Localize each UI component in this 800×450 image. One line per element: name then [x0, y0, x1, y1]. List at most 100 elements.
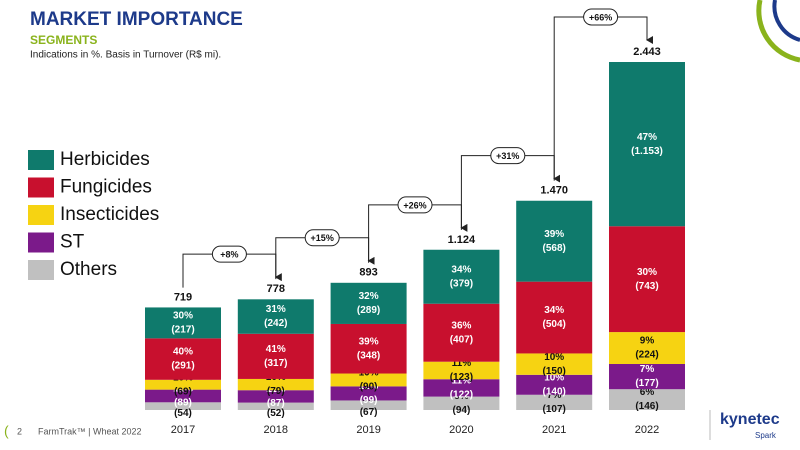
total-label: 778 — [267, 283, 285, 295]
bar-segment — [609, 363, 685, 390]
percent-label: 34% — [451, 264, 471, 275]
value-label: (743) — [635, 281, 658, 292]
percent-label: 39% — [359, 336, 379, 347]
bar-segment — [609, 389, 685, 410]
x-tick-label: 2019 — [356, 424, 380, 436]
footer-bracket: ( — [4, 423, 9, 439]
corner-decoration — [772, 0, 800, 42]
bar-segment — [516, 394, 593, 410]
bar-segment — [423, 361, 500, 380]
value-label: (99) — [360, 395, 378, 406]
value-label: (1.153) — [631, 146, 663, 157]
value-label: (140) — [543, 386, 566, 397]
total-label: 1.124 — [448, 234, 476, 246]
percent-label: 39% — [544, 229, 564, 240]
bar-segment — [423, 379, 500, 397]
page-number: 2 — [17, 426, 22, 436]
value-label: (89) — [174, 398, 192, 409]
bar-segment — [145, 338, 221, 380]
bar-segment — [516, 281, 593, 354]
growth-box — [583, 8, 619, 26]
growth-box — [304, 229, 340, 247]
value-label: (54) — [174, 408, 192, 419]
growth-label: +8% — [220, 250, 238, 260]
growth-box — [211, 245, 247, 263]
bar-segment — [237, 402, 314, 410]
value-label: (177) — [635, 378, 658, 389]
value-label: (122) — [450, 390, 473, 401]
bar-segment — [237, 333, 314, 379]
bar-segment — [423, 303, 500, 362]
total-label: 893 — [359, 267, 377, 279]
percent-label: 10% — [544, 352, 564, 363]
legend-swatch — [28, 232, 54, 253]
bar-segment — [609, 226, 685, 333]
chart-subtitle: SEGMENTS — [30, 33, 97, 47]
bar-segment — [145, 379, 221, 390]
percent-label: 11% — [359, 381, 379, 392]
legend-label: Herbicides — [60, 149, 150, 170]
legend-label: Insecticides — [60, 204, 159, 225]
total-label: 2.443 — [633, 46, 661, 58]
legend-label: Fungicides — [60, 177, 152, 198]
percent-label: 6% — [640, 387, 655, 398]
value-label: (79) — [267, 386, 285, 397]
legend-swatch — [28, 205, 54, 225]
percent-label: 40% — [173, 347, 193, 358]
bar-segment — [145, 402, 221, 410]
value-label: (224) — [635, 350, 658, 361]
value-label: (242) — [264, 318, 287, 329]
value-label: (146) — [635, 401, 658, 412]
percent-label: 41% — [266, 344, 286, 355]
value-label: (69) — [174, 386, 192, 397]
x-tick-label: 2018 — [264, 424, 288, 436]
legend-swatch — [28, 260, 54, 280]
growth-label: +31% — [496, 151, 519, 161]
growth-box — [397, 196, 433, 214]
bar-segment — [423, 396, 500, 410]
bar-segment — [609, 62, 685, 227]
bar-segment — [609, 332, 685, 364]
x-tick-label: 2021 — [542, 424, 566, 436]
value-label: (568) — [543, 243, 566, 254]
bar-segment — [423, 249, 500, 304]
chart-title: MARKET IMPORTANCE — [30, 9, 243, 30]
percent-label: 34% — [544, 305, 564, 316]
value-label: (317) — [264, 358, 287, 369]
value-label: (150) — [543, 366, 566, 377]
bar-segment — [516, 374, 593, 395]
percent-label: 11% — [452, 376, 472, 387]
growth-label: +15% — [311, 233, 334, 243]
value-label: (107) — [543, 404, 566, 415]
legend-label: Others — [60, 259, 117, 280]
value-label: (94) — [453, 405, 471, 416]
bar-segment — [145, 389, 221, 403]
bar-segment — [330, 323, 407, 374]
percent-label: 11% — [452, 358, 472, 369]
growth-box — [490, 147, 526, 165]
growth-label: +66% — [589, 12, 612, 22]
value-label: (289) — [357, 305, 380, 316]
percent-label: 7% — [547, 390, 562, 401]
total-label: 1.470 — [540, 185, 568, 197]
value-label: (504) — [543, 319, 566, 330]
bar-segment — [330, 386, 407, 401]
value-label: (52) — [267, 408, 285, 419]
value-label: (67) — [360, 407, 378, 418]
bar-segment — [330, 282, 407, 324]
footer-text: FarmTrak™ | Wheat 2022 — [38, 426, 142, 436]
x-tick-label: 2022 — [635, 424, 659, 436]
bar-segment — [330, 373, 407, 387]
bar-segment — [330, 400, 407, 410]
value-label: (379) — [450, 278, 473, 289]
percent-label: 30% — [637, 267, 657, 278]
value-label: (407) — [450, 334, 473, 345]
chart-note: Indications in %. Basis in Turnover (R$ … — [30, 50, 221, 61]
percent-label: 36% — [451, 320, 471, 331]
total-label: 719 — [174, 291, 192, 303]
percent-label: 9% — [640, 336, 655, 347]
growth-label: +26% — [403, 200, 426, 210]
legend-label: ST — [60, 232, 85, 253]
x-tick-label: 2017 — [171, 424, 195, 436]
